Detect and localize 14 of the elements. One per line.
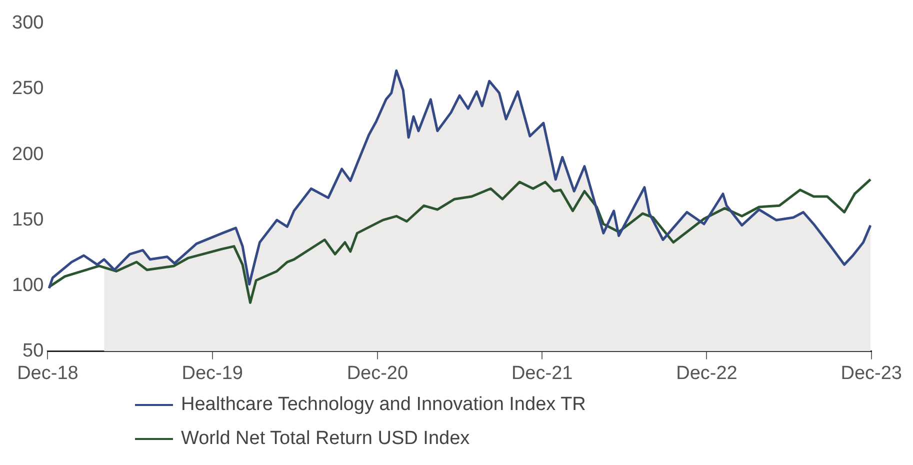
- x-tick-label: Dec-20: [346, 362, 408, 384]
- y-tick-label: 50: [22, 340, 44, 362]
- y-tick-label: 100: [12, 274, 44, 296]
- y-tick-label: 200: [12, 144, 44, 165]
- x-tick-label: Dec-18: [17, 362, 78, 384]
- legend-label: World Net Total Return USD Index: [181, 428, 470, 450]
- x-tick-label: Dec-21: [511, 362, 573, 384]
- y-tick-label: 250: [12, 78, 44, 100]
- y-tick-label: 150: [12, 209, 44, 230]
- x-tick-label: Dec-23: [840, 362, 902, 384]
- x-tick-label: Dec-19: [182, 362, 243, 384]
- legend-label: Healthcare Technology and Innovation Index TR: [181, 394, 586, 416]
- x-tick-label: Dec-22: [676, 362, 738, 384]
- y-tick-label: 300: [12, 12, 44, 34]
